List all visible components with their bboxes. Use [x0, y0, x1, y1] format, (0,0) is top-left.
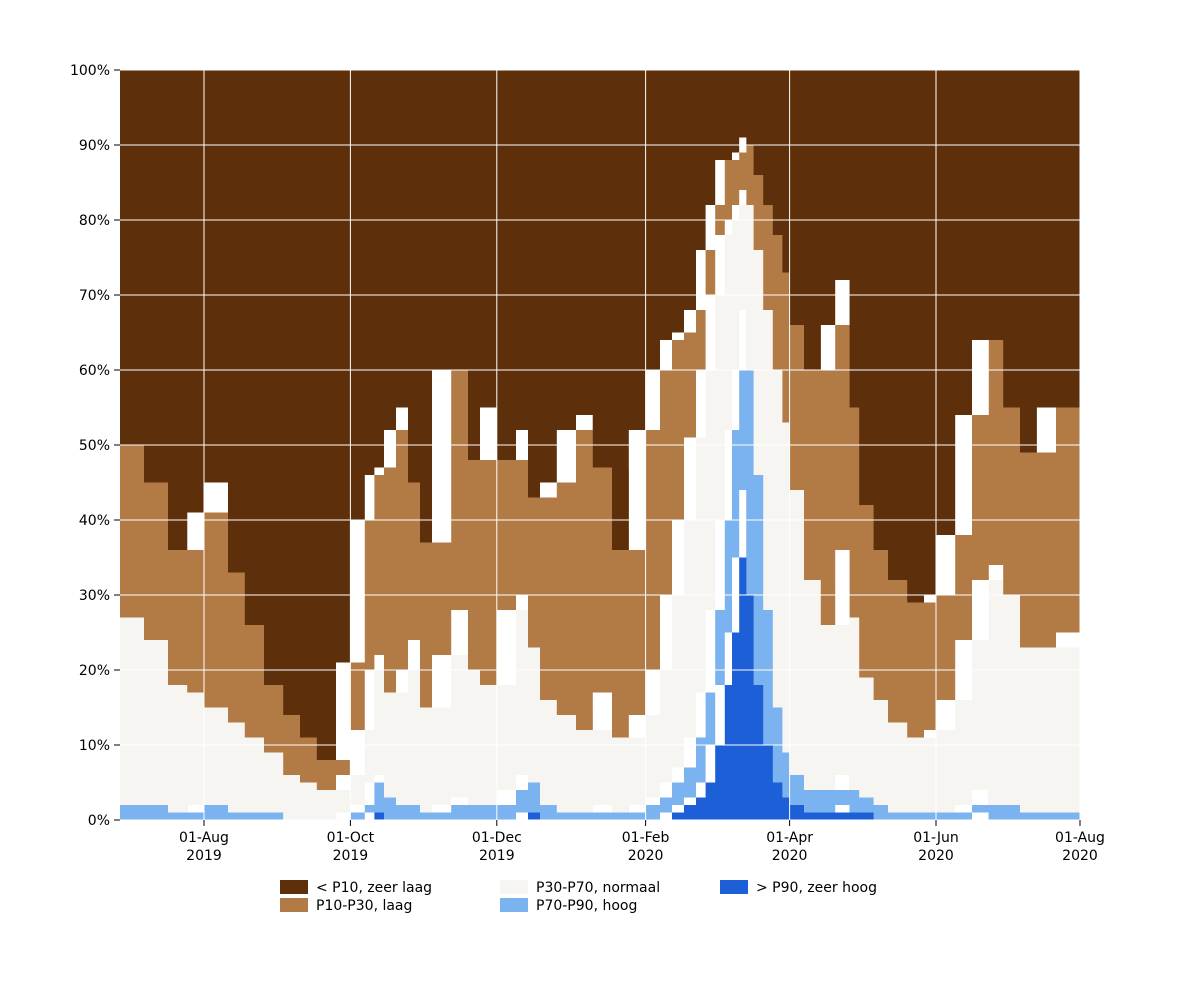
legend-swatch — [280, 898, 308, 912]
xtick-label: 01-Aug — [1055, 830, 1105, 846]
ytick-label: 40% — [79, 513, 110, 529]
ytick-label: 90% — [79, 138, 110, 154]
xtick-label: 01-Oct — [327, 830, 375, 846]
legend-label: P10-P30, laag — [316, 898, 412, 914]
ytick-label: 60% — [79, 363, 110, 379]
legend-swatch — [720, 880, 748, 894]
xtick-sublabel: 2020 — [918, 848, 954, 864]
legend-label: > P90, zeer hoog — [756, 880, 877, 896]
ytick-label: 50% — [79, 438, 110, 454]
legend-swatch — [500, 880, 528, 894]
chart-container: 0% 10% 20% 30% 40% 50% 60% 70% 80% 90% 100% 01-Aug 2… — [0, 0, 1200, 1000]
ytick-label: 10% — [79, 738, 110, 754]
xtick-label: 01-Dec — [472, 830, 522, 846]
ytick-label: 80% — [79, 213, 110, 229]
legend-label: P30-P70, normaal — [536, 880, 660, 896]
ytick-label: 30% — [79, 588, 110, 604]
xtick-sublabel: 2019 — [479, 848, 515, 864]
legend-swatch — [500, 898, 528, 912]
legend-label: < P10, zeer laag — [316, 880, 432, 896]
ytick-label: 20% — [79, 663, 110, 679]
xtick-sublabel: 2019 — [186, 848, 222, 864]
legend-swatch — [280, 880, 308, 894]
xtick-sublabel: 2020 — [772, 848, 808, 864]
ytick-label: 100% — [70, 63, 110, 79]
stacked-area-chart: 0% 10% 20% 30% 40% 50% 60% 70% 80% 90% 100% 01-Aug 2… — [0, 0, 1200, 1000]
xtick-sublabel: 2019 — [333, 848, 369, 864]
xtick-sublabel: 2020 — [628, 848, 664, 864]
xtick-label: 01-Feb — [622, 830, 670, 846]
ytick-label: 0% — [88, 813, 110, 829]
xtick-label: 01-Apr — [766, 830, 813, 846]
xtick-label: 01-Jun — [913, 830, 959, 846]
legend-label: P70-P90, hoog — [536, 898, 637, 914]
ytick-label: 70% — [79, 288, 110, 304]
xtick-sublabel: 2020 — [1062, 848, 1098, 864]
xtick-label: 01-Aug — [179, 830, 229, 846]
